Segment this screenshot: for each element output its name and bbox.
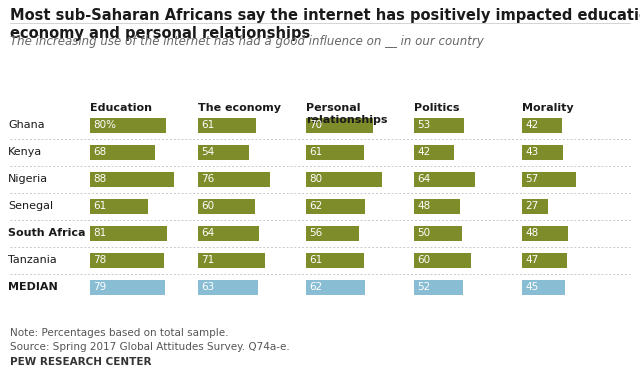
Bar — [414, 118, 465, 133]
Text: 64: 64 — [417, 174, 430, 184]
Text: 88: 88 — [93, 174, 106, 184]
Text: Senegal: Senegal — [8, 201, 53, 211]
Bar — [522, 198, 548, 213]
Bar — [306, 280, 365, 295]
Bar — [522, 118, 562, 133]
Text: 61: 61 — [93, 201, 106, 211]
Text: Note: Percentages based on total sample.
Source: Spring 2017 Global Attitudes Su: Note: Percentages based on total sample.… — [10, 328, 290, 352]
Bar — [198, 226, 259, 241]
Text: 81: 81 — [93, 228, 106, 238]
Bar — [414, 280, 463, 295]
Bar — [90, 226, 167, 241]
Text: 54: 54 — [201, 147, 214, 157]
Text: Most sub-Saharan Africans say the internet has positively impacted education, th: Most sub-Saharan Africans say the intern… — [10, 8, 640, 41]
Bar — [414, 144, 454, 159]
Text: 47: 47 — [525, 255, 538, 265]
Bar — [198, 144, 250, 159]
Bar — [90, 252, 164, 267]
Text: 53: 53 — [417, 120, 430, 130]
Text: 68: 68 — [93, 147, 106, 157]
Bar — [90, 280, 165, 295]
Bar — [414, 252, 471, 267]
Text: Kenya: Kenya — [8, 147, 42, 157]
Bar — [198, 172, 270, 187]
Bar — [414, 226, 461, 241]
Text: 62: 62 — [309, 201, 323, 211]
Text: 50: 50 — [417, 228, 430, 238]
Bar — [414, 172, 475, 187]
Text: 79: 79 — [93, 282, 106, 292]
Bar — [306, 252, 364, 267]
Text: 57: 57 — [525, 174, 538, 184]
Text: 64: 64 — [201, 228, 214, 238]
Bar — [306, 198, 365, 213]
Text: 60: 60 — [201, 201, 214, 211]
Bar — [306, 226, 359, 241]
Bar — [522, 144, 563, 159]
Bar — [522, 172, 576, 187]
Text: 45: 45 — [525, 282, 538, 292]
Bar — [90, 198, 148, 213]
Text: Morality: Morality — [522, 103, 573, 113]
Text: 48: 48 — [417, 201, 430, 211]
Bar — [198, 198, 255, 213]
Bar — [522, 226, 568, 241]
Text: The economy: The economy — [198, 103, 281, 113]
Bar — [306, 118, 372, 133]
Text: Tanzania: Tanzania — [8, 255, 57, 265]
Text: 80%: 80% — [93, 120, 116, 130]
Text: Politics: Politics — [414, 103, 460, 113]
Text: 71: 71 — [201, 255, 214, 265]
Text: 61: 61 — [309, 255, 323, 265]
Bar — [306, 144, 364, 159]
Text: 62: 62 — [309, 282, 323, 292]
Text: South Africa: South Africa — [8, 228, 86, 238]
Text: 27: 27 — [525, 201, 538, 211]
Text: 52: 52 — [417, 282, 430, 292]
Text: Education: Education — [90, 103, 152, 113]
Text: Nigeria: Nigeria — [8, 174, 48, 184]
Text: 63: 63 — [201, 282, 214, 292]
Text: 76: 76 — [201, 174, 214, 184]
Text: 78: 78 — [93, 255, 106, 265]
Bar — [414, 198, 460, 213]
Bar — [522, 280, 564, 295]
Text: The increasing use of the internet has had a good influence on __ in our country: The increasing use of the internet has h… — [10, 35, 484, 48]
Text: 48: 48 — [525, 228, 538, 238]
Text: 80: 80 — [309, 174, 322, 184]
Text: Personal
relationships: Personal relationships — [306, 103, 387, 124]
Text: 43: 43 — [525, 147, 538, 157]
Bar — [198, 280, 258, 295]
Text: 56: 56 — [309, 228, 323, 238]
Text: PEW RESEARCH CENTER: PEW RESEARCH CENTER — [10, 357, 152, 367]
Text: 61: 61 — [309, 147, 323, 157]
Text: 60: 60 — [417, 255, 430, 265]
Bar — [90, 172, 173, 187]
Text: Ghana: Ghana — [8, 120, 45, 130]
Bar — [90, 118, 166, 133]
Bar — [306, 172, 382, 187]
Text: 70: 70 — [309, 120, 322, 130]
Text: 42: 42 — [417, 147, 430, 157]
Bar — [522, 252, 566, 267]
Text: 42: 42 — [525, 120, 538, 130]
Text: 61: 61 — [201, 120, 214, 130]
Text: MEDIAN: MEDIAN — [8, 282, 58, 292]
Bar — [198, 252, 266, 267]
Bar — [198, 118, 256, 133]
Bar — [90, 144, 155, 159]
